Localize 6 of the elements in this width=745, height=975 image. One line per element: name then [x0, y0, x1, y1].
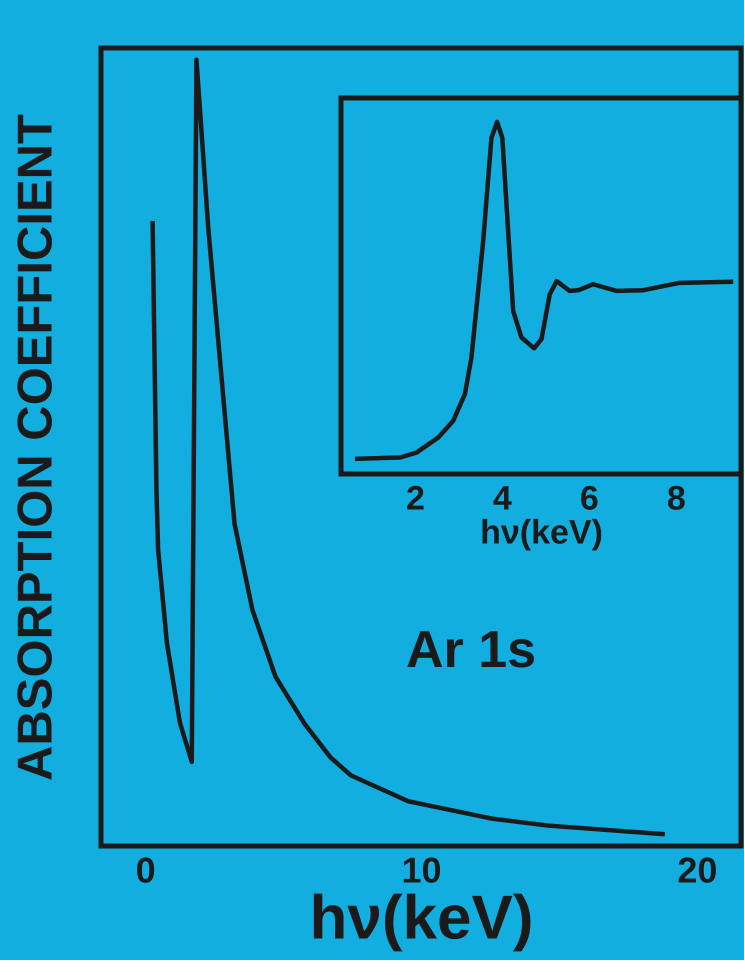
- annotation: Ar 1s: [406, 621, 536, 679]
- x-tick-label: 20: [677, 850, 718, 890]
- x-tick-label: 0: [136, 850, 156, 890]
- x-tick-label: 8: [666, 480, 686, 518]
- y-axis-title: ABSORPTION COEFFICIENT: [8, 114, 62, 781]
- x-tick-label: 2: [406, 480, 425, 518]
